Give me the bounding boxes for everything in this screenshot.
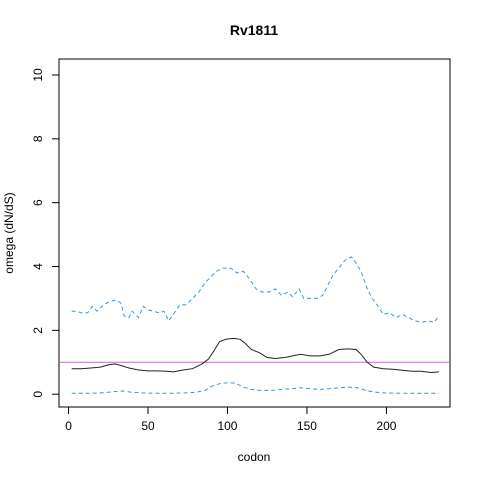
x-axis-label: codon xyxy=(238,450,271,464)
x-tick-label: 100 xyxy=(217,419,237,433)
series-line-upper xyxy=(71,256,440,323)
x-tick-label: 0 xyxy=(65,419,72,433)
y-axis-label: omega (dN/dS) xyxy=(2,192,16,273)
y-tick-label: 4 xyxy=(31,263,45,270)
y-tick-label: 6 xyxy=(31,199,45,206)
x-tick-label: 50 xyxy=(141,419,155,433)
y-tick-label: 2 xyxy=(31,327,45,334)
series-layer xyxy=(59,256,450,394)
y-tick-label: 10 xyxy=(31,68,45,82)
y-tick-label: 0 xyxy=(31,391,45,398)
x-axis: 0 50 100 150 200 xyxy=(65,406,397,433)
x-tick-label: 150 xyxy=(297,419,317,433)
x-tick-label: 200 xyxy=(376,419,396,433)
y-tick-label: 8 xyxy=(31,135,45,142)
series-line-lower xyxy=(71,382,439,394)
series-line-estimate xyxy=(71,337,439,374)
plot-area-frame xyxy=(58,58,451,408)
y-axis: 0 2 4 6 8 10 xyxy=(31,68,60,398)
chart-title: Rv1811 xyxy=(230,22,278,38)
